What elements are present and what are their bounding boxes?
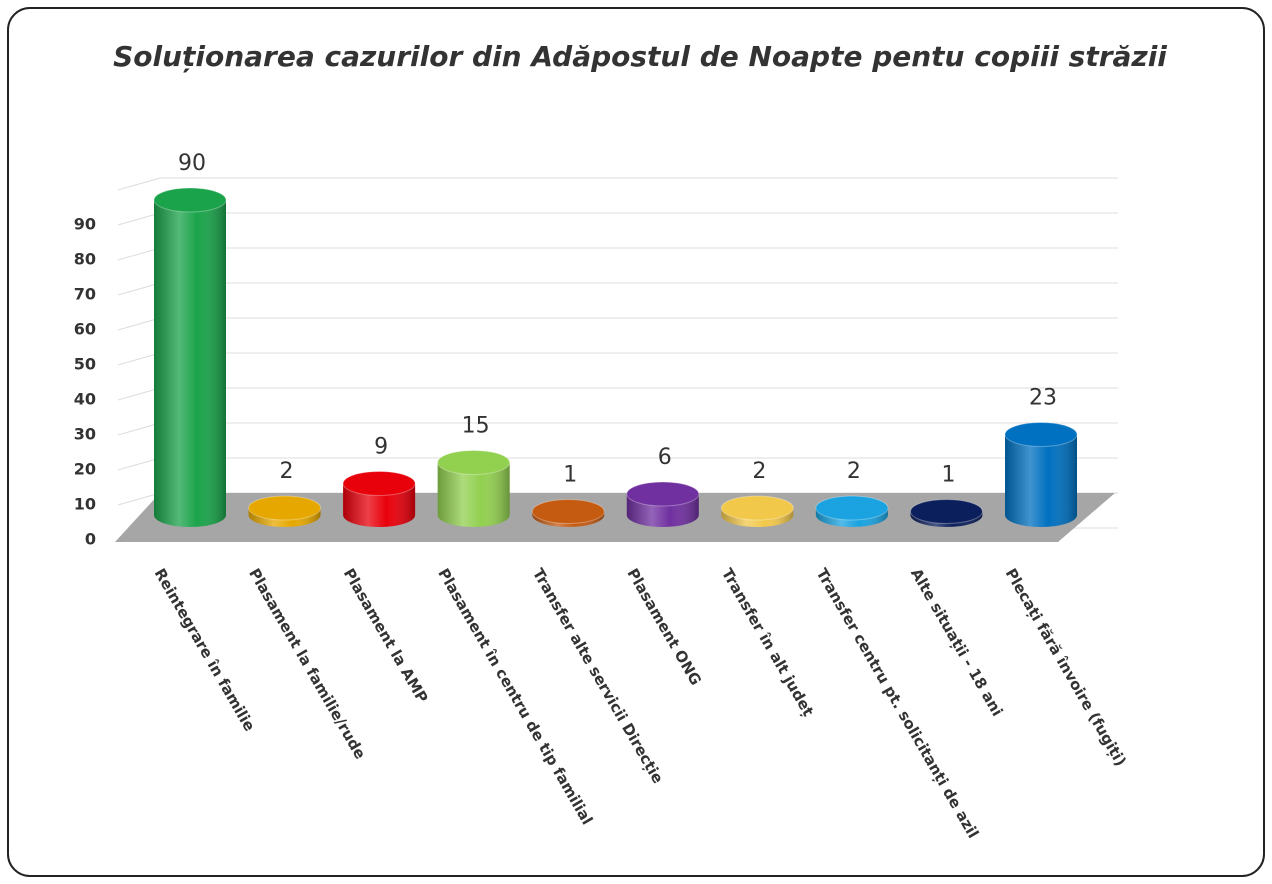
bar-top: [909, 499, 983, 524]
value-label: 23: [1029, 386, 1057, 411]
y-tick-label: 50: [74, 355, 96, 374]
y-tick-label: 80: [74, 250, 96, 269]
bar-shading: [1005, 434, 1077, 527]
bar-top: [1004, 422, 1078, 447]
value-label: 9: [374, 435, 388, 460]
y-tick-label: 60: [74, 320, 96, 339]
y-tick-label: 90: [74, 215, 96, 234]
value-label: 2: [847, 459, 861, 484]
grid-line: [117, 492, 161, 506]
chart-title: Soluționarea cazurilor din Adăpostul de …: [113, 40, 1167, 73]
value-label: 6: [658, 445, 672, 470]
y-tick-label: 30: [74, 425, 96, 444]
card: [7, 7, 1265, 877]
grid-line: [117, 247, 161, 261]
bar-shading: [343, 483, 416, 527]
y-tick-label: 70: [74, 285, 96, 304]
bar-top: [437, 450, 511, 475]
bar-top: [342, 471, 416, 496]
grid-line: [117, 352, 161, 366]
value-label: 2: [752, 459, 766, 484]
y-tick-label: 0: [85, 530, 96, 549]
bar-top: [626, 481, 700, 507]
grid-line: [117, 422, 161, 436]
bar-top: [720, 495, 794, 521]
grid-line: [117, 282, 161, 296]
wall-top: [117, 177, 161, 191]
bar-top: [153, 187, 227, 213]
value-label: 2: [280, 459, 294, 484]
y-tick-label: 10: [74, 495, 96, 514]
grid-line: [117, 457, 161, 471]
value-label: 15: [462, 414, 490, 439]
value-label: 1: [941, 463, 955, 488]
value-label: 1: [563, 463, 577, 488]
bar-top: [531, 499, 605, 524]
bar-shading: [437, 462, 510, 527]
grid-line: [117, 212, 161, 226]
bar-top: [815, 495, 889, 521]
grid-line: [117, 387, 161, 401]
y-tick-label: 40: [74, 390, 96, 409]
value-label: 90: [178, 151, 206, 176]
bar-top: [248, 495, 322, 521]
y-tick-label: 20: [74, 460, 96, 479]
grid-line: [117, 317, 161, 331]
bar-shading: [154, 200, 226, 527]
